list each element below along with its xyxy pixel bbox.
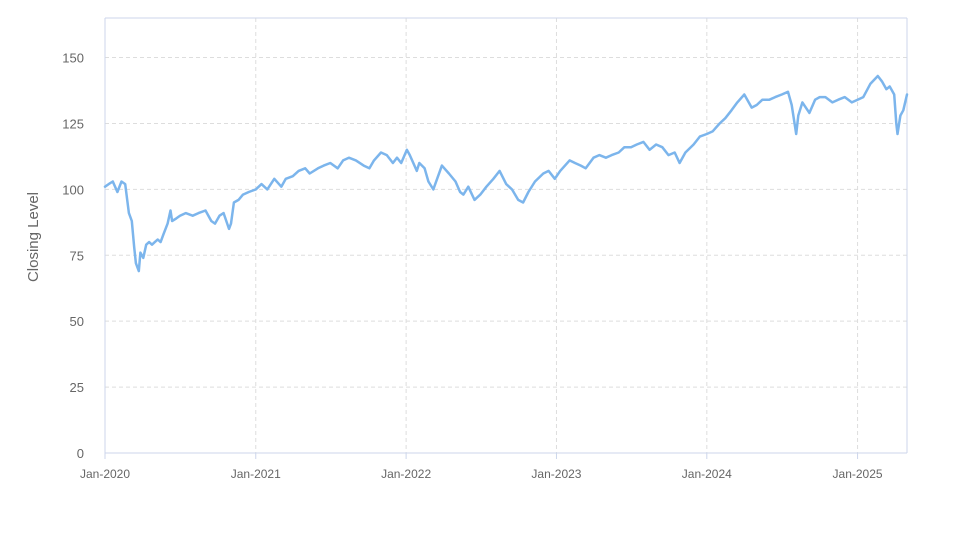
y-tick-label: 100 <box>62 182 84 197</box>
series-layer <box>103 74 909 273</box>
y-tick-label: 50 <box>70 314 84 329</box>
x-tick-label: Jan-2020 <box>80 467 130 481</box>
y-tick-label: 0 <box>77 446 84 461</box>
tick-labels: 0 25 50 75 100 125 150 Jan-2020 Jan-2021 Jan-2022… <box>62 51 883 481</box>
y-tick-label: 150 <box>62 51 84 66</box>
y-axis-title: Closing Level <box>25 192 42 282</box>
grid-lines <box>105 18 907 453</box>
x-tick-label: Jan-2024 <box>682 467 732 481</box>
x-tick-label: Jan-2023 <box>531 467 581 481</box>
x-tick-label: Jan-2021 <box>231 467 281 481</box>
axes <box>104 17 908 459</box>
y-tick-label: 25 <box>70 380 84 395</box>
y-tick-label: 75 <box>70 248 84 263</box>
series-line <box>103 74 909 273</box>
y-tick-label: 125 <box>62 116 84 131</box>
x-tick-label: Jan-2022 <box>381 467 431 481</box>
x-tick-label: Jan-2025 <box>833 467 883 481</box>
